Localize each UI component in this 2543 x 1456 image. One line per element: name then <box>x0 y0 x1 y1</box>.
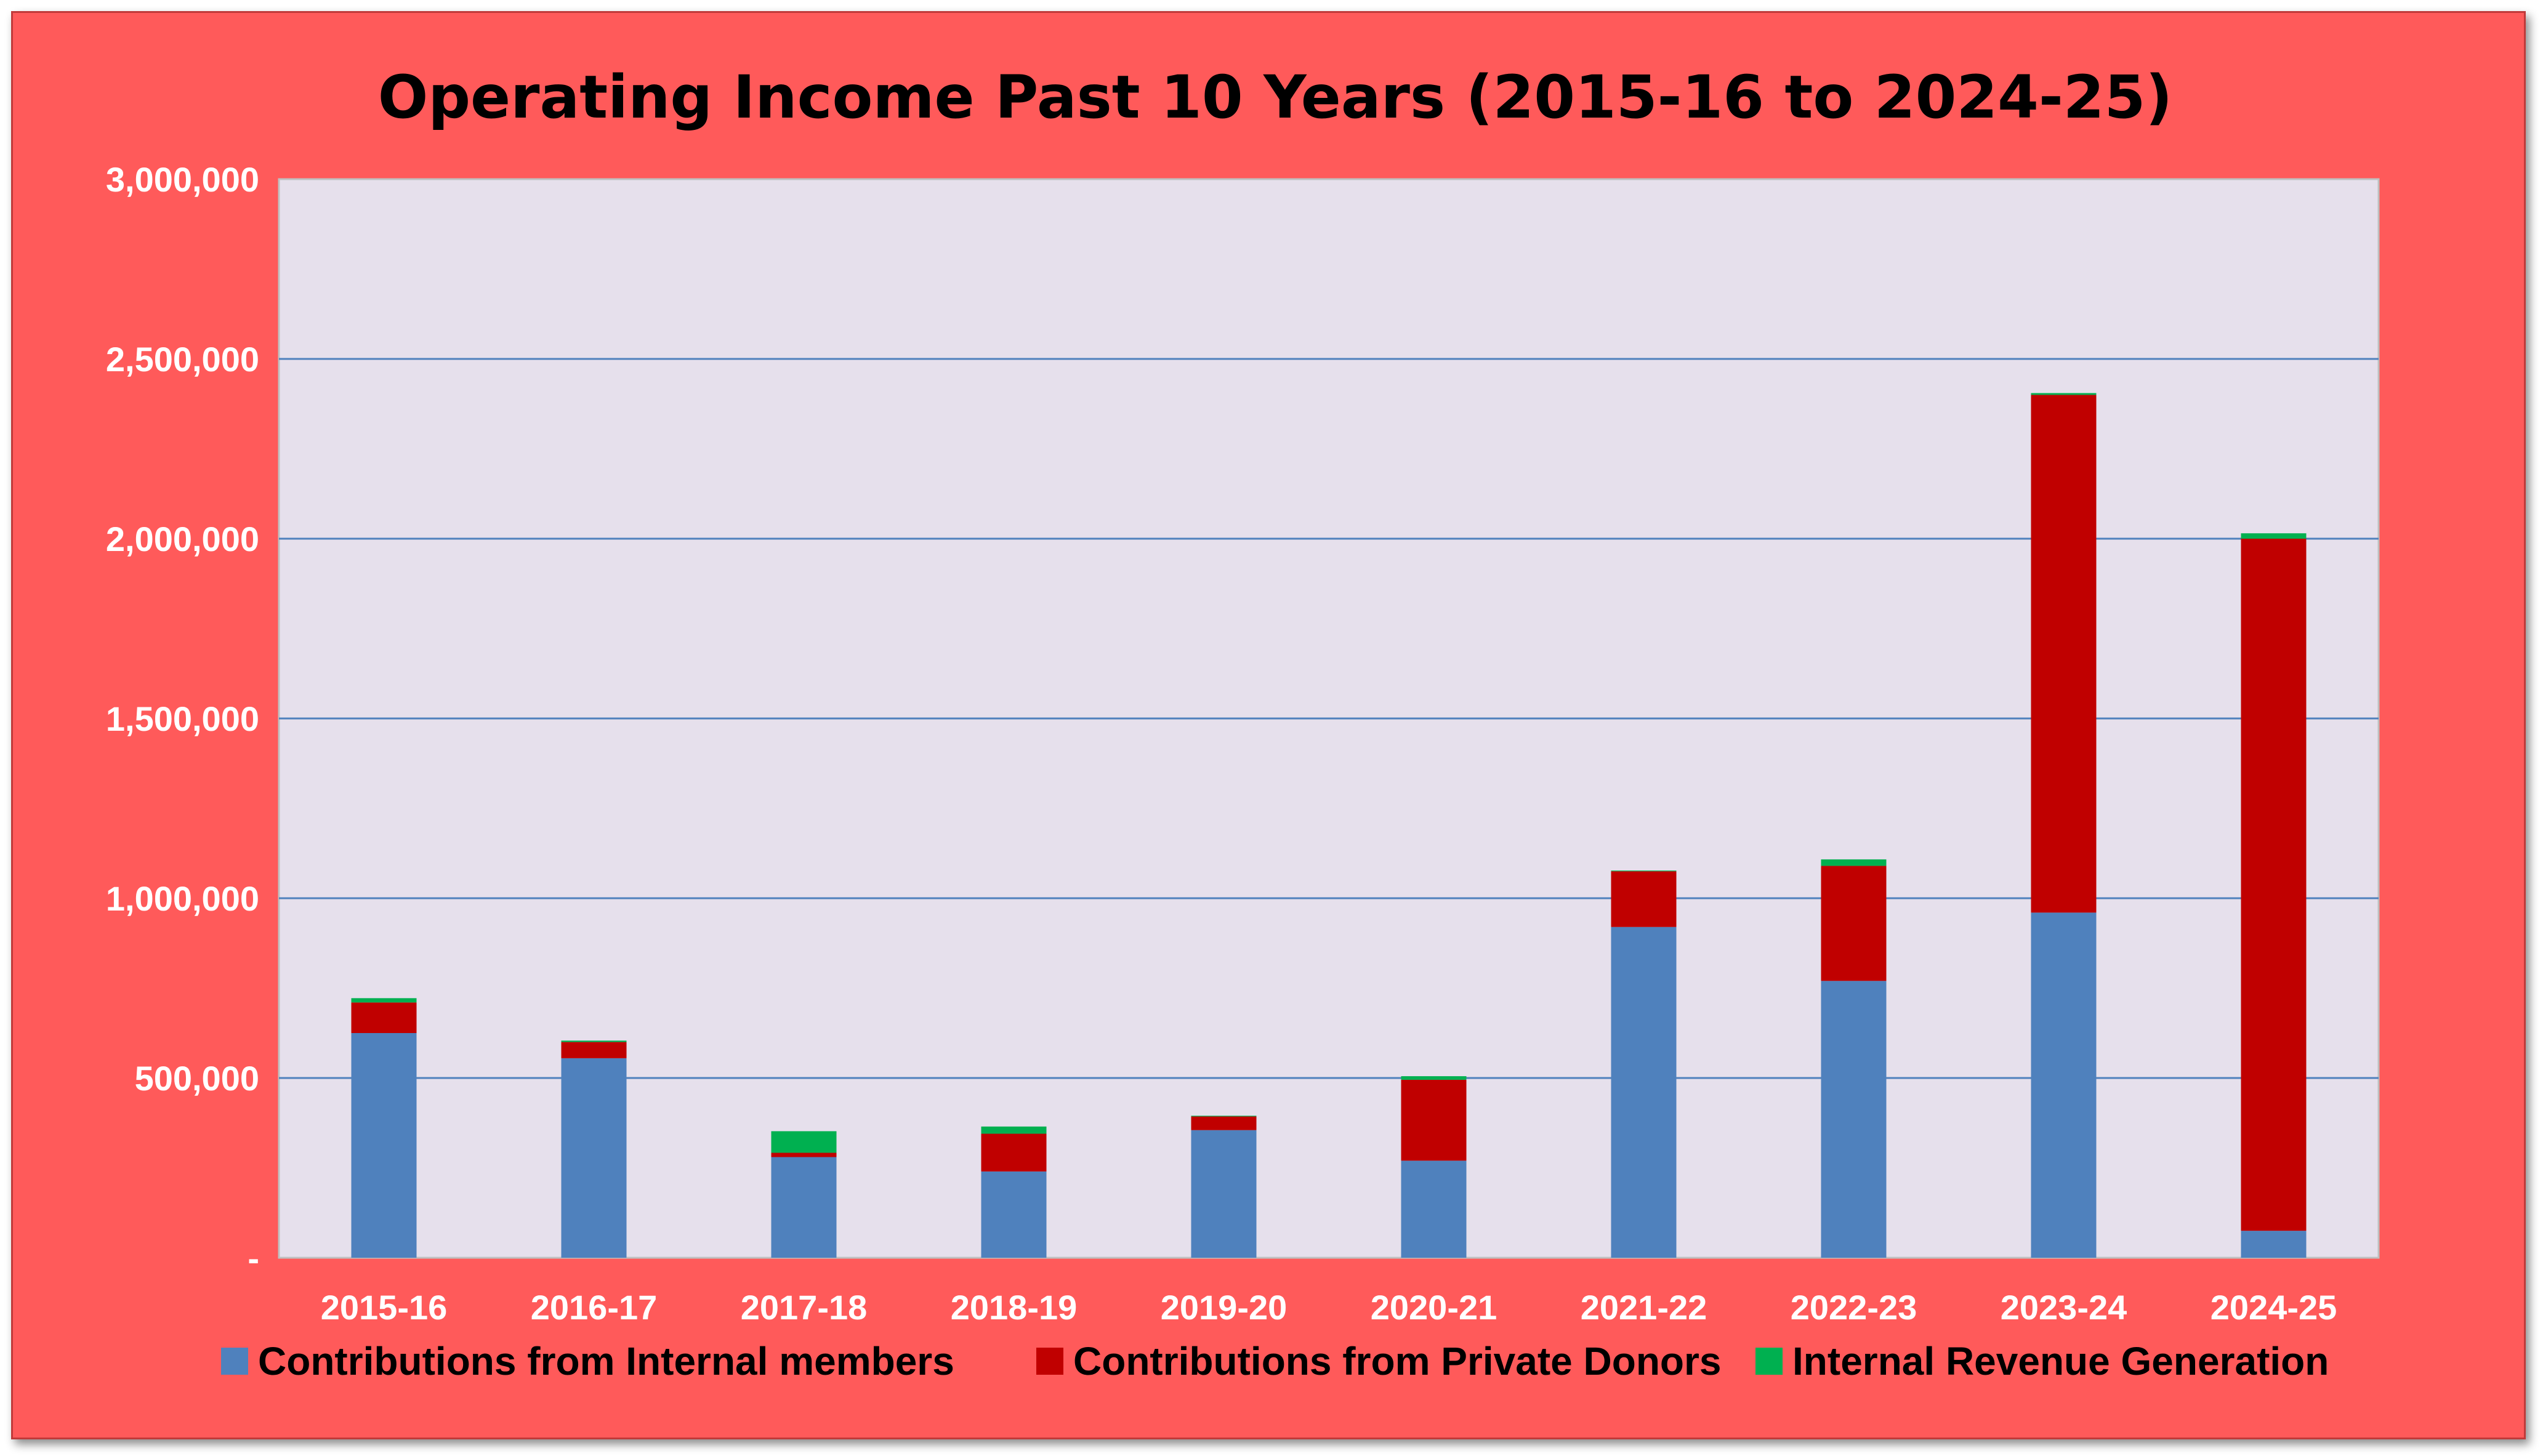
x-tick-label: 2018-19 <box>951 1288 1078 1327</box>
y-tick-label: 1,000,000 <box>106 879 259 918</box>
x-tick-label: 2020-21 <box>1371 1288 1497 1327</box>
bar-segment <box>351 998 417 1003</box>
gridlines <box>279 358 2379 1079</box>
y-tick-label: 500,000 <box>135 1059 259 1098</box>
chart-frame: Operating Income Past 10 Years (2015-16 … <box>11 11 2526 1439</box>
x-tick-label: 2021-22 <box>1581 1288 1707 1327</box>
legend-label: Contributions from Internal members <box>258 1339 954 1383</box>
bar-segment <box>2241 1231 2307 1258</box>
x-tick-label: 2022-23 <box>1791 1288 1917 1327</box>
x-tick-label: 2015-16 <box>321 1288 448 1327</box>
x-tick-label: 2023-24 <box>2001 1288 2127 1327</box>
legend-label: Contributions from Private Donors <box>1073 1339 1722 1383</box>
bar-segment <box>1401 1076 1467 1080</box>
bar-segment <box>1821 981 1887 1258</box>
bar-segment <box>1401 1160 1467 1258</box>
bar-segment <box>351 1002 417 1033</box>
bar-segment <box>981 1133 1047 1172</box>
legend-swatch <box>221 1348 248 1375</box>
legend-swatch <box>1036 1348 1063 1375</box>
bar-segment <box>771 1157 837 1258</box>
bar-segment <box>2031 912 2097 1258</box>
bar-segment <box>561 1058 627 1258</box>
x-tick-label: 2016-17 <box>531 1288 658 1327</box>
y-tick-label: 2,500,000 <box>106 340 259 379</box>
y-axis: - 500,000 1,000,000 1,500,000 2,000,000 2,500… <box>106 160 259 1277</box>
bar-segment <box>981 1171 1047 1258</box>
x-tick-label: 2019-20 <box>1161 1288 1288 1327</box>
x-tick-label: 2017-18 <box>741 1288 868 1327</box>
bar-segment <box>1611 927 1677 1258</box>
y-tick-label: - <box>248 1239 259 1277</box>
bar-segment <box>1191 1116 1257 1130</box>
chart-title: Operating Income Past 10 Years (2015-16 … <box>378 63 2173 132</box>
bar-segment <box>561 1042 627 1058</box>
chart-svg: Operating Income Past 10 Years (2015-16 … <box>106 63 2380 1383</box>
bars <box>351 393 2307 1258</box>
bar-segment <box>2241 533 2307 539</box>
legend-label: Internal Revenue Generation <box>1792 1339 2329 1383</box>
bar-segment <box>1821 866 1887 981</box>
y-tick-label: 1,500,000 <box>106 699 259 738</box>
bar-segment <box>351 1033 417 1258</box>
bar-segment <box>2031 395 2097 913</box>
bar-segment <box>1401 1079 1467 1161</box>
bar-segment <box>561 1040 627 1042</box>
bar-segment <box>1611 871 1677 927</box>
bar-segment <box>981 1126 1047 1134</box>
bar-segment <box>2241 539 2307 1231</box>
bar-segment <box>2031 393 2097 395</box>
y-tick-label: 3,000,000 <box>106 160 259 199</box>
bar-segment <box>771 1131 837 1153</box>
bar-segment <box>771 1152 837 1157</box>
y-tick-label: 2,000,000 <box>106 520 259 558</box>
x-tick-label: 2024-25 <box>2211 1288 2337 1327</box>
legend: Contributions from Internal members Contr… <box>221 1339 2329 1383</box>
bar-segment <box>1191 1130 1257 1258</box>
bar-segment <box>1821 859 1887 866</box>
x-axis: 2015-16 2016-17 2017-18 2018-19 2019-20 2020-… <box>321 1288 2337 1327</box>
legend-swatch <box>1755 1348 1783 1375</box>
